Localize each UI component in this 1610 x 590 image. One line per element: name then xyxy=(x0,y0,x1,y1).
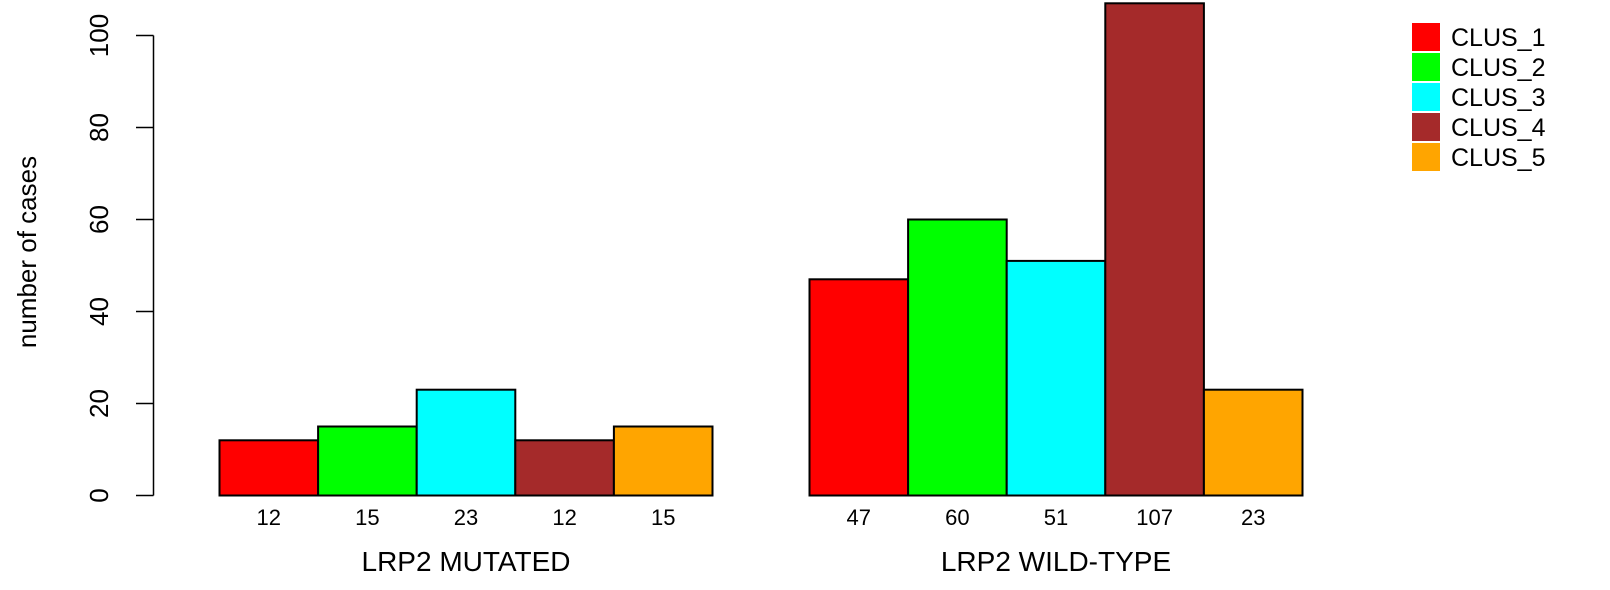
bar-value-label: 60 xyxy=(945,505,969,530)
bar-clus_1-group-2 xyxy=(808,278,910,497)
legend-swatch-clus_1 xyxy=(1412,23,1440,51)
y-tick-label: 60 xyxy=(84,205,114,234)
legend-swatch-clus_5 xyxy=(1412,143,1440,171)
legend-swatch-clus_4 xyxy=(1412,113,1440,141)
bar-value-label: 51 xyxy=(1044,505,1068,530)
legend-swatch-clus_3 xyxy=(1412,83,1440,111)
legend-label: CLUS_3 xyxy=(1451,84,1546,112)
bar-clus_3-group-2 xyxy=(1005,259,1107,497)
y-tick-label: 40 xyxy=(84,297,114,326)
bar-value-label: 23 xyxy=(454,505,478,530)
y-tick-label: 20 xyxy=(84,389,114,418)
y-tick-label: 100 xyxy=(84,14,114,57)
legend-label: CLUS_2 xyxy=(1451,54,1546,82)
y-tick-label: 0 xyxy=(84,488,114,502)
bar-clus_4-group-2 xyxy=(1104,2,1205,497)
legend-label: CLUS_4 xyxy=(1451,114,1546,142)
bar-clus_2-group-1 xyxy=(317,425,418,497)
value-labels: 12 15 23 12 15 47 60 51 107 23 xyxy=(257,505,1266,530)
y-axis-label: number of cases xyxy=(12,156,42,348)
bar-clus_5-group-1 xyxy=(612,425,714,497)
bar-value-label: 12 xyxy=(257,505,281,530)
group-labels: LRP2 MUTATED LRP2 WILD-TYPE xyxy=(362,546,1172,577)
bar-clus_3-group-1 xyxy=(415,388,517,497)
group-label: LRP2 MUTATED xyxy=(362,546,571,577)
bar-clus_5-group-2 xyxy=(1202,388,1304,497)
legend-label: CLUS_1 xyxy=(1451,24,1546,52)
bars xyxy=(218,2,1304,497)
bar-value-label: 15 xyxy=(355,505,379,530)
bar-value-label: 15 xyxy=(651,505,675,530)
group-label: LRP2 WILD-TYPE xyxy=(941,546,1171,577)
y-axis: 0 20 40 60 80 100 xyxy=(84,14,155,503)
bar-clus_2-group-2 xyxy=(907,218,1008,497)
bar-clus_1-group-1 xyxy=(218,439,320,497)
bar-value-label: 12 xyxy=(552,505,576,530)
bar-value-label: 107 xyxy=(1136,505,1173,530)
bar-clus_4-group-1 xyxy=(514,439,615,497)
bar-value-label: 47 xyxy=(847,505,871,530)
legend-label: CLUS_5 xyxy=(1451,144,1546,172)
y-tick-label: 80 xyxy=(84,113,114,142)
bar-value-label: 23 xyxy=(1241,505,1265,530)
legend-swatch-clus_2 xyxy=(1412,53,1440,81)
